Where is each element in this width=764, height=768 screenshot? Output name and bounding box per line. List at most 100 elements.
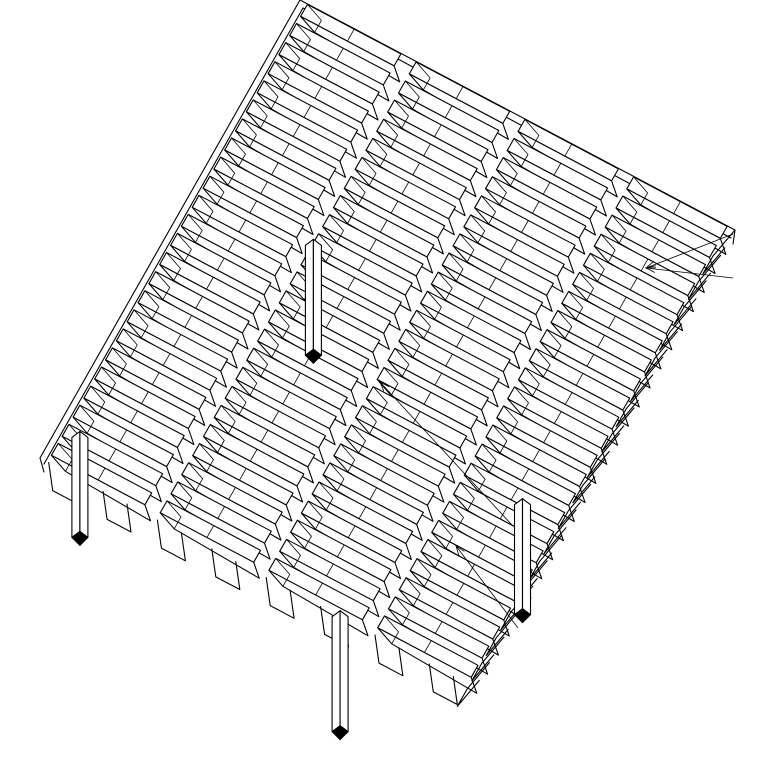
column-base [513, 608, 532, 624]
edge-step [659, 305, 693, 351]
coffer-crease [553, 163, 562, 176]
coffer-edge [405, 577, 421, 606]
coffer-edge [264, 328, 279, 358]
coffer-crease [173, 334, 182, 347]
coffer-edge [340, 443, 356, 472]
coffer-crease [542, 182, 551, 195]
coffer-edge [166, 252, 181, 281]
coffer-crease [293, 372, 301, 386]
coffer-edge [253, 347, 269, 377]
coffer-crease [499, 258, 507, 271]
coffer-crease [455, 86, 464, 99]
edge-step [586, 433, 620, 478]
coffer-edge [339, 195, 355, 224]
coffer-edge [220, 156, 236, 186]
coffer-crease [444, 105, 453, 118]
coffer-edge [404, 80, 420, 110]
coffer-crease [662, 220, 670, 233]
coffer-crease [510, 239, 518, 252]
coffer-crease [227, 238, 236, 252]
coffer-crease [314, 86, 322, 99]
coffer-crease [412, 162, 420, 176]
coffer-crease [673, 201, 681, 214]
coffer-edge [524, 367, 540, 396]
column [71, 430, 89, 547]
column-side [521, 498, 532, 616]
coffer-edge [405, 329, 421, 358]
coffer-edge [622, 195, 638, 225]
coffer-crease [369, 487, 377, 500]
coffer-crease [466, 315, 475, 329]
coffer-edge [112, 347, 127, 377]
coffer-side [159, 512, 260, 579]
arrow-head [379, 381, 390, 392]
column-base [71, 530, 89, 547]
coffer-crease [325, 67, 333, 80]
coffer-crease [575, 373, 584, 386]
coffer-edge [133, 309, 149, 338]
coffer-edge [546, 329, 562, 358]
coffer-crease [651, 239, 660, 253]
arrow-line [455, 545, 519, 629]
coffer-crease [238, 219, 247, 233]
column-group [71, 238, 532, 741]
coffer-crease [488, 277, 497, 290]
coffer-crease [358, 506, 367, 519]
coffer-crease [391, 449, 399, 462]
coffer-edge [383, 367, 399, 396]
coffer-crease [554, 411, 562, 424]
coffer [159, 500, 262, 579]
edge-step [428, 663, 458, 706]
annotation-arrow [455, 545, 519, 629]
coffer-edge [220, 405, 236, 434]
coffer-crease [325, 315, 334, 328]
coffer-crease [510, 487, 519, 501]
coffer-edge [600, 233, 616, 263]
coffer-edge [611, 214, 627, 244]
coffer-edge [286, 539, 301, 568]
coffer-crease [369, 239, 377, 252]
coffer-crease [521, 468, 530, 482]
coffer-edge [513, 138, 529, 167]
edge-step [601, 407, 635, 453]
coffer-crease [434, 372, 442, 386]
coffer-crease [315, 582, 323, 596]
coffer-edge [362, 405, 377, 434]
coffer-crease [640, 258, 649, 272]
coffer-edge [372, 386, 388, 415]
coffer-crease [195, 296, 203, 309]
coffer-edge [383, 118, 399, 148]
edge-step [702, 229, 736, 275]
annotation-arrow [379, 381, 513, 526]
coffer-crease [346, 28, 355, 42]
coffer-crease [564, 143, 572, 157]
coffer-edge [361, 157, 377, 186]
coffer-edge [416, 310, 431, 339]
coffer-edge [503, 405, 519, 435]
coffer-edge [318, 481, 334, 511]
coffer-crease [326, 563, 334, 577]
coffer-edge [144, 290, 160, 319]
coffer-crease [151, 372, 160, 385]
coffer-crease [217, 506, 225, 519]
coffer-edge [122, 328, 138, 357]
coffer-crease [434, 621, 443, 634]
edge-step [615, 382, 649, 428]
coffer-crease [162, 353, 171, 366]
coffer-edge [187, 214, 203, 243]
coffer-edge [535, 348, 551, 377]
coffer-crease [412, 411, 421, 424]
column-base [304, 348, 323, 365]
coffer-crease [434, 124, 442, 138]
coffer-edge [231, 386, 247, 415]
coffer-crease [141, 391, 149, 404]
coffer-crease [597, 335, 605, 348]
edge-step [644, 331, 678, 377]
coffer-edge [329, 462, 345, 492]
coffer-edge [481, 195, 496, 224]
column-side [339, 610, 349, 733]
coffer-edge [568, 291, 584, 320]
column [331, 610, 349, 741]
coffer-edge [101, 366, 116, 396]
